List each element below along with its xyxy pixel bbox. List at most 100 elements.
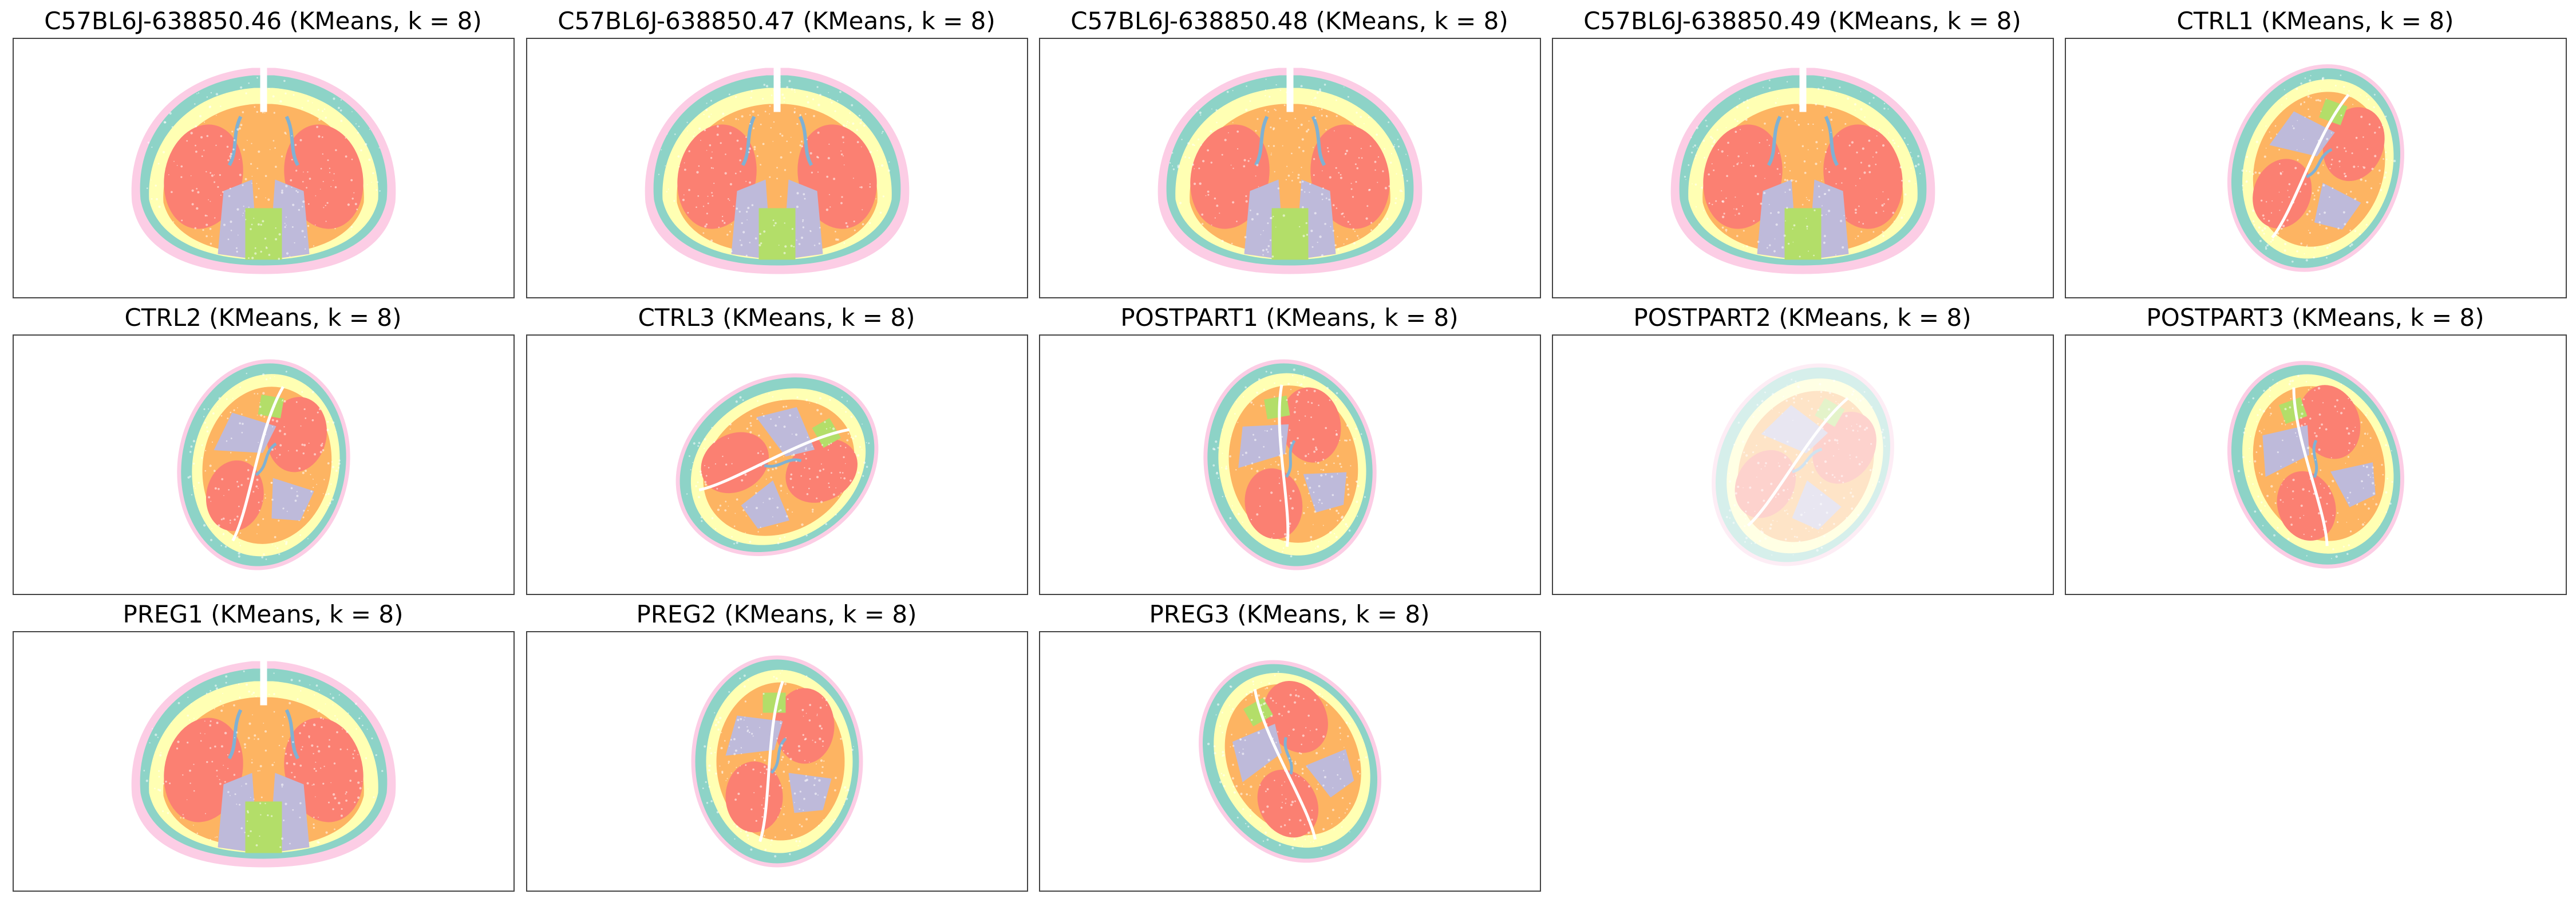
- speckle-point: [2261, 432, 2262, 434]
- speckle-point: [1818, 531, 1819, 533]
- speckle-point: [818, 242, 821, 245]
- speckle-point: [1223, 785, 1226, 787]
- speckle-point: [2262, 525, 2264, 527]
- speckle-point: [1846, 428, 1848, 430]
- speckle-point: [257, 523, 259, 526]
- speckle-point: [254, 734, 256, 737]
- panel: CTRL3 (KMeans, k = 8): [526, 304, 1028, 595]
- speckle-point: [820, 501, 823, 503]
- speckle-point: [846, 125, 847, 127]
- tissue-gap: [1278, 384, 1290, 547]
- speckle-point: [159, 754, 162, 757]
- speckle-point: [256, 77, 258, 79]
- speckle-point: [2285, 94, 2287, 96]
- speckle-point: [1858, 205, 1860, 207]
- speckle-point: [1792, 397, 1795, 400]
- speckle-point: [316, 483, 318, 485]
- speckle-point: [347, 203, 350, 206]
- speckle-point: [2300, 505, 2303, 507]
- speckle-point: [251, 257, 254, 259]
- speckle-point: [1697, 147, 1698, 149]
- speckle-point: [1346, 238, 1348, 240]
- speckle-point: [814, 777, 816, 779]
- speckle-point: [1821, 180, 1823, 181]
- speckle-point: [206, 171, 207, 172]
- speckle-point: [1711, 145, 1713, 147]
- speckle-point: [1388, 185, 1390, 187]
- speckle-point: [804, 760, 806, 762]
- speckle-point: [746, 219, 748, 220]
- speckle-point: [2368, 507, 2370, 510]
- speckle-point: [1803, 160, 1806, 163]
- speckle-point: [181, 219, 183, 222]
- speckle-point: [1221, 711, 1223, 714]
- speckle-point: [1207, 194, 1210, 196]
- speckle-point: [1401, 190, 1403, 192]
- speckle-point: [1273, 533, 1275, 534]
- speckle-point: [878, 166, 879, 167]
- speckle-point: [2242, 456, 2245, 459]
- speckle-point: [1835, 94, 1837, 96]
- speckle-point: [219, 700, 222, 702]
- speckle-point: [1711, 137, 1713, 140]
- speckle-point: [250, 456, 251, 458]
- speckle-point: [2265, 247, 2267, 250]
- speckle-point: [377, 181, 379, 183]
- speckle-point: [248, 722, 251, 725]
- speckle-point: [271, 419, 274, 422]
- speckle-point: [168, 174, 169, 175]
- speckle-point: [2257, 414, 2259, 416]
- speckle-point: [2366, 412, 2368, 413]
- speckle-point: [725, 780, 727, 781]
- speckle-point: [1797, 124, 1800, 126]
- speckle-point: [171, 126, 173, 128]
- speckle-point: [2354, 230, 2357, 233]
- speckle-point: [1793, 535, 1796, 538]
- speckle-point: [1332, 494, 1334, 497]
- speckle-point: [1746, 245, 1748, 247]
- speckle-point: [1187, 142, 1190, 145]
- speckle-point: [824, 421, 826, 423]
- speckle-point: [2389, 502, 2392, 505]
- speckle-point: [717, 728, 720, 731]
- speckle-point: [1242, 522, 1243, 523]
- speckle-point: [750, 424, 752, 427]
- speckle-point: [1318, 499, 1321, 501]
- speckle-point: [2368, 123, 2371, 125]
- speckle-point: [2264, 505, 2266, 507]
- speckle-point: [780, 446, 782, 448]
- speckle-point: [171, 191, 173, 194]
- speckle-point: [334, 715, 336, 717]
- speckle-point: [2385, 151, 2387, 153]
- speckle-point: [1349, 802, 1351, 805]
- speckle-point: [1723, 212, 1725, 215]
- speckle-point: [784, 806, 785, 808]
- speckle-point: [151, 179, 152, 181]
- speckle-point: [1345, 523, 1348, 526]
- speckle-point: [2310, 164, 2312, 165]
- speckle-point: [245, 783, 247, 785]
- speckle-point: [739, 678, 741, 680]
- speckle-point: [1388, 121, 1390, 123]
- speckle-point: [1797, 384, 1799, 385]
- speckle-point: [797, 745, 801, 748]
- speckle-point: [323, 207, 325, 208]
- speckle-point: [2258, 430, 2261, 432]
- speckle-point: [2250, 435, 2251, 437]
- speckle-point: [1290, 803, 1293, 806]
- cluster-salmon-region-2: [2298, 385, 2361, 459]
- speckle-point: [292, 809, 294, 811]
- speckle-point: [797, 768, 800, 771]
- speckle-point: [1338, 757, 1340, 758]
- speckle-point: [215, 687, 218, 690]
- speckle-point: [1399, 189, 1402, 192]
- speckle-point: [2326, 137, 2329, 140]
- speckle-point: [1222, 428, 1223, 430]
- speckle-point: [285, 541, 288, 543]
- speckle-point: [326, 202, 329, 204]
- speckle-point: [1260, 827, 1262, 829]
- speckle-point: [1274, 420, 1276, 422]
- speckle-point: [854, 229, 856, 231]
- speckle-point: [1215, 440, 1218, 443]
- speckle-point: [745, 180, 747, 182]
